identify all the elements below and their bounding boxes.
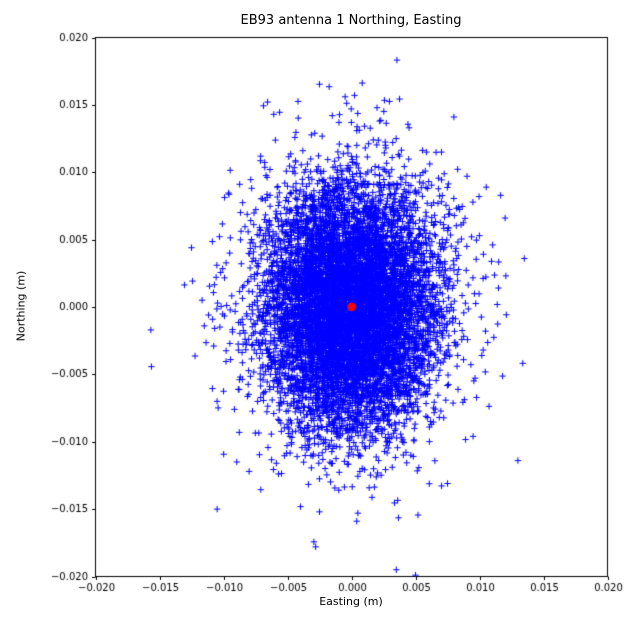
x-axis-label: Easting (m) bbox=[319, 595, 383, 608]
chart-title: EB93 antenna 1 Northing, Easting bbox=[240, 13, 462, 28]
y-axis-label: Northing (m) bbox=[14, 270, 28, 342]
